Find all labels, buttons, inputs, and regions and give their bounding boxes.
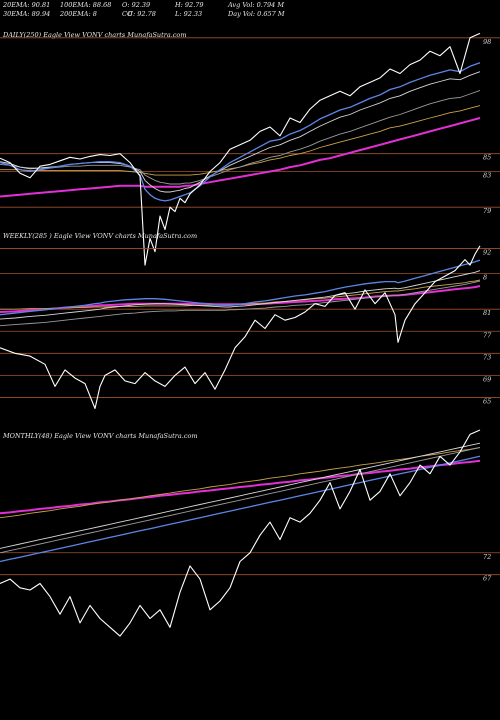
weekly-ytick-label: 81 bbox=[483, 309, 491, 317]
daily-ytick-label: 83 bbox=[483, 172, 491, 180]
weekly-series-ema-silver bbox=[0, 270, 481, 320]
daily-chart-title: DAILY(250) Eagle View VONV charts Munafa… bbox=[2, 31, 187, 39]
weekly-chart: WEEKLY(285 ) Eagle View VONV charts Muna… bbox=[0, 232, 500, 410]
monthly-ytick-label: 72 bbox=[483, 553, 491, 561]
daily-series-ema-gold bbox=[0, 105, 481, 176]
daily-series-ema-grey bbox=[0, 89, 481, 185]
daily-chart: DAILY(250) Eagle View VONV charts Munafa… bbox=[0, 31, 500, 266]
weekly-ytick-label: 92 bbox=[483, 249, 491, 257]
weekly-ytick-label: 73 bbox=[483, 353, 491, 361]
monthly-series-ema-grey bbox=[0, 447, 481, 554]
header-row-1-col-5: Avg Vol: 0.794 M bbox=[228, 1, 285, 9]
header-row-1-col-3: O: 92.39 bbox=[122, 1, 151, 9]
monthly-ytick-label: 67 bbox=[483, 575, 492, 583]
monthly-series-ema-silver bbox=[0, 442, 481, 549]
header-row-2-col-2: 200EMA: 8 bbox=[60, 10, 97, 18]
header-row-1-col-1: 20EMA: 90.81 bbox=[3, 1, 51, 9]
weekly-ytick-label: 8 bbox=[483, 273, 487, 281]
monthly-chart: MONTHLY(48) Eagle View VONV charts Munaf… bbox=[0, 429, 500, 637]
weekly-ytick-label: 69 bbox=[483, 375, 491, 383]
monthly-series-price bbox=[0, 429, 481, 637]
weekly-series-ema-blue bbox=[0, 259, 481, 316]
monthly-chart-title: MONTHLY(48) Eagle View VONV charts Munaf… bbox=[2, 432, 198, 440]
weekly-ytick-label: 77 bbox=[483, 331, 492, 339]
weekly-series-ema-gold bbox=[0, 279, 481, 310]
header-row-2-col-3: C: 92.78 bbox=[128, 10, 156, 18]
weekly-chart-title: WEEKLY(285 ) Eagle View VONV charts Muna… bbox=[3, 232, 197, 240]
header-overlap-text: CO bbox=[122, 10, 133, 18]
weekly-ytick-label: 65 bbox=[483, 397, 491, 405]
header-row-1-col-4: H: 92.79 bbox=[175, 1, 204, 9]
weekly-series-price bbox=[0, 245, 481, 410]
daily-series-price bbox=[0, 32, 481, 266]
monthly-series-ema-magenta bbox=[0, 459, 481, 515]
daily-ytick-label: 98 bbox=[483, 38, 491, 46]
header-row-2-col-4: L: 92.33 bbox=[175, 10, 203, 18]
daily-ytick-label: 85 bbox=[483, 154, 491, 162]
daily-series-ema-blue bbox=[0, 62, 481, 202]
monthly-series-ema-gold bbox=[0, 447, 481, 519]
header-row-2-col-1: 30EMA: 89.94 bbox=[3, 10, 51, 18]
header-row-2-col-5: Day Vol: 0.657 M bbox=[228, 10, 285, 18]
monthly-series-ema-blue bbox=[0, 455, 481, 563]
daily-ytick-label: 79 bbox=[483, 207, 491, 215]
weekly-series-ema-grey bbox=[0, 280, 481, 327]
header-row-1-col-2: 100EMA: 88.68 bbox=[60, 1, 112, 9]
daily-series-ema-magenta bbox=[0, 117, 481, 198]
daily-series-ema-silver bbox=[0, 71, 481, 193]
